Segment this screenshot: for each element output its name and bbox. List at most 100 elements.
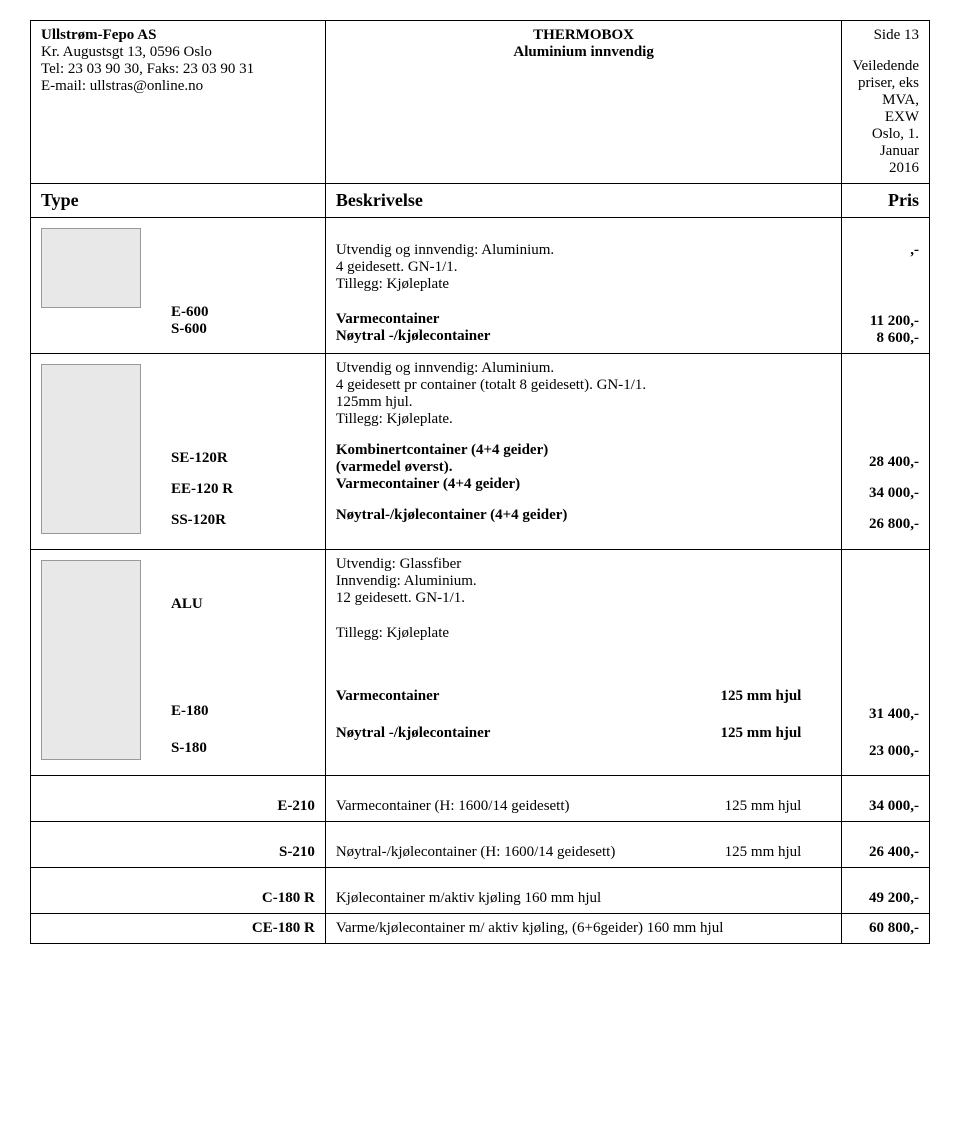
- desc-ss120r: Nøytral-/kjølecontainer (4+4 geider): [336, 507, 832, 524]
- desc2-line4: Tillegg: Kjøleplate.: [336, 411, 832, 428]
- title-line1: THERMOBOX: [336, 27, 832, 44]
- type-cell-c180r: C-180 R: [31, 868, 326, 914]
- desc-s180: Nøytral -/kjølecontainer: [336, 725, 491, 742]
- desc-cell-3: Utvendig: Glassfiber Innvendig: Aluminiu…: [325, 550, 842, 776]
- code-ss120r: SS-120R: [171, 512, 315, 529]
- desc-cell-2: Utvendig og innvendig: Aluminium. 4 geid…: [325, 354, 842, 550]
- desc2-line2: 4 geidesett pr container (totalt 8 geide…: [336, 377, 832, 394]
- wheel-e210: 125 mm hjul: [725, 798, 832, 815]
- row-e600-s600: E-600 S-600 Utvendig og innvendig: Alumi…: [31, 218, 930, 354]
- col-header-desc: Beskrivelse: [325, 184, 842, 218]
- price-cell-2: 28 400,- 34 000,- 26 800,-: [842, 354, 930, 550]
- type-cell-ce180r: CE-180 R: [31, 914, 326, 944]
- desc-se120r-1: Kombinertcontainer (4+4 geider): [336, 442, 832, 459]
- desc-cell-1: Utvendig og innvendig: Aluminium. 4 geid…: [325, 218, 842, 354]
- price-ee120r: 34 000,-: [852, 485, 919, 502]
- title-line2: Aluminium innvendig: [336, 44, 832, 61]
- desc-cell-e210: Varmecontainer (H: 1600/14 geidesett) 12…: [325, 776, 842, 822]
- price-se120r: 28 400,-: [852, 454, 919, 471]
- column-headers: Type Beskrivelse Pris: [31, 184, 930, 218]
- desc-ce180r: Varme/kjølecontainer m/ aktiv kjøling, (…: [336, 920, 724, 936]
- company-email: E-mail: ullstras@online.no: [41, 78, 315, 95]
- row-ce180r: CE-180 R Varme/kjølecontainer m/ aktiv k…: [31, 914, 930, 944]
- code-e600: E-600: [171, 304, 315, 321]
- price-ss120r: 26 800,-: [852, 516, 919, 533]
- desc3-line2: Innvendig: Aluminium.: [336, 573, 832, 590]
- code-s600: S-600: [171, 321, 315, 338]
- desc1-line3: Tillegg: Kjøleplate: [336, 276, 832, 293]
- code-ce180r: CE-180 R: [252, 920, 315, 936]
- price-table: Ullstrøm-Fepo AS Kr. Augustsgt 13, 0596 …: [30, 20, 930, 944]
- desc-s210: Nøytral-/kjølecontainer (H: 1600/14 geid…: [336, 844, 616, 861]
- row-e210: E-210 Varmecontainer (H: 1600/14 geidese…: [31, 776, 930, 822]
- page-number: Side 13: [852, 27, 919, 44]
- col-header-type: Type: [31, 184, 326, 218]
- price-ce180r: 60 800,-: [869, 920, 919, 936]
- desc1-line2: 4 geidesett. GN-1/1.: [336, 259, 832, 276]
- row-s210: S-210 Nøytral-/kjølecontainer (H: 1600/1…: [31, 822, 930, 868]
- code-c180r: C-180 R: [262, 890, 315, 906]
- desc-cell-ce180r: Varme/kjølecontainer m/ aktiv kjøling, (…: [325, 914, 842, 944]
- desc-c180r: Kjølecontainer m/aktiv kjøling 160 mm hj…: [336, 890, 601, 906]
- price-e210: 34 000,-: [869, 798, 919, 814]
- code-se120r: SE-120R: [171, 450, 315, 467]
- code-s180: S-180: [171, 740, 315, 757]
- product-image-1: [41, 224, 171, 338]
- price-s210: 26 400,-: [869, 844, 919, 860]
- code-e180: E-180: [171, 703, 315, 720]
- wheel-s210: 125 mm hjul: [725, 844, 832, 861]
- code-e210: E-210: [277, 798, 315, 814]
- desc-e600: Varmecontainer: [336, 311, 832, 328]
- company-name: Ullstrøm-Fepo AS: [41, 27, 315, 44]
- desc2-line3: 125mm hjul.: [336, 394, 832, 411]
- price-cell-c180r: 49 200,-: [842, 868, 930, 914]
- code-alu: ALU: [171, 596, 315, 613]
- price1-top: ,-: [852, 242, 919, 259]
- desc-e210: Varmecontainer (H: 1600/14 geidesett): [336, 798, 570, 815]
- price-e180: 31 400,-: [852, 706, 919, 723]
- type-cell-3: ALU E-180 S-180: [31, 550, 326, 776]
- desc2-line1: Utvendig og innvendig: Aluminium.: [336, 360, 832, 377]
- document-date: Oslo, 1. Januar 2016: [852, 126, 919, 177]
- desc-cell-s210: Nøytral-/kjølecontainer (H: 1600/14 geid…: [325, 822, 842, 868]
- price-c180r: 49 200,-: [869, 890, 919, 906]
- code-s210: S-210: [279, 844, 315, 860]
- tall-trolley-icon: [41, 560, 141, 760]
- company-address: Kr. Augustsgt 13, 0596 Oslo: [41, 44, 315, 61]
- desc-e180: Varmecontainer: [336, 688, 440, 705]
- price-cell-s210: 26 400,-: [842, 822, 930, 868]
- type-cell-e210: E-210: [31, 776, 326, 822]
- header-company-block: Ullstrøm-Fepo AS Kr. Augustsgt 13, 0596 …: [31, 21, 326, 184]
- header-right-block: Side 13 Veiledende priser, eks MVA, EXW …: [842, 21, 930, 184]
- desc-cell-c180r: Kjølecontainer m/aktiv kjøling 160 mm hj…: [325, 868, 842, 914]
- desc3-line1: Utvendig: Glassfiber: [336, 556, 832, 573]
- wheel-e180: 125 mm hjul: [721, 688, 832, 705]
- product-image-2: [41, 360, 171, 543]
- row-alu-180: ALU E-180 S-180 Utvendig: Glassfiber Inn…: [31, 550, 930, 776]
- desc3-line4: Tillegg: Kjøleplate: [336, 625, 832, 642]
- document-header: Ullstrøm-Fepo AS Kr. Augustsgt 13, 0596 …: [31, 21, 930, 184]
- desc3-line3: 12 geidesett. GN-1/1.: [336, 590, 832, 607]
- pricing-note: Veiledende priser, eks MVA, EXW: [852, 58, 919, 126]
- price-s180: 23 000,-: [852, 743, 919, 760]
- desc-se120r-2: (varmedel øverst).: [336, 459, 832, 476]
- desc-ee120r: Varmecontainer (4+4 geider): [336, 476, 832, 493]
- trolley-icon: [41, 364, 141, 534]
- row-120r: SE-120R EE-120 R SS-120R Utvendig og inn…: [31, 354, 930, 550]
- price-e600: 11 200,-: [852, 313, 919, 330]
- price-cell-e210: 34 000,-: [842, 776, 930, 822]
- price-cell-ce180r: 60 800,-: [842, 914, 930, 944]
- product-image-3: [41, 556, 171, 769]
- col-header-price: Pris: [842, 184, 930, 218]
- row-c180r: C-180 R Kjølecontainer m/aktiv kjøling 1…: [31, 868, 930, 914]
- desc-s600: Nøytral -/kjølecontainer: [336, 328, 832, 345]
- wheel-s180: 125 mm hjul: [721, 725, 832, 742]
- type-cell-1: E-600 S-600: [31, 218, 326, 354]
- desc1-line1: Utvendig og innvendig: Aluminium.: [336, 242, 832, 259]
- type-cell-s210: S-210: [31, 822, 326, 868]
- price-s600: 8 600,-: [852, 330, 919, 347]
- company-telfax: Tel: 23 03 90 30, Faks: 23 03 90 31: [41, 61, 315, 78]
- thermobox-icon: [41, 228, 141, 308]
- header-title-block: THERMOBOX Aluminium innvendig: [325, 21, 842, 184]
- code-ee120r: EE-120 R: [171, 481, 315, 498]
